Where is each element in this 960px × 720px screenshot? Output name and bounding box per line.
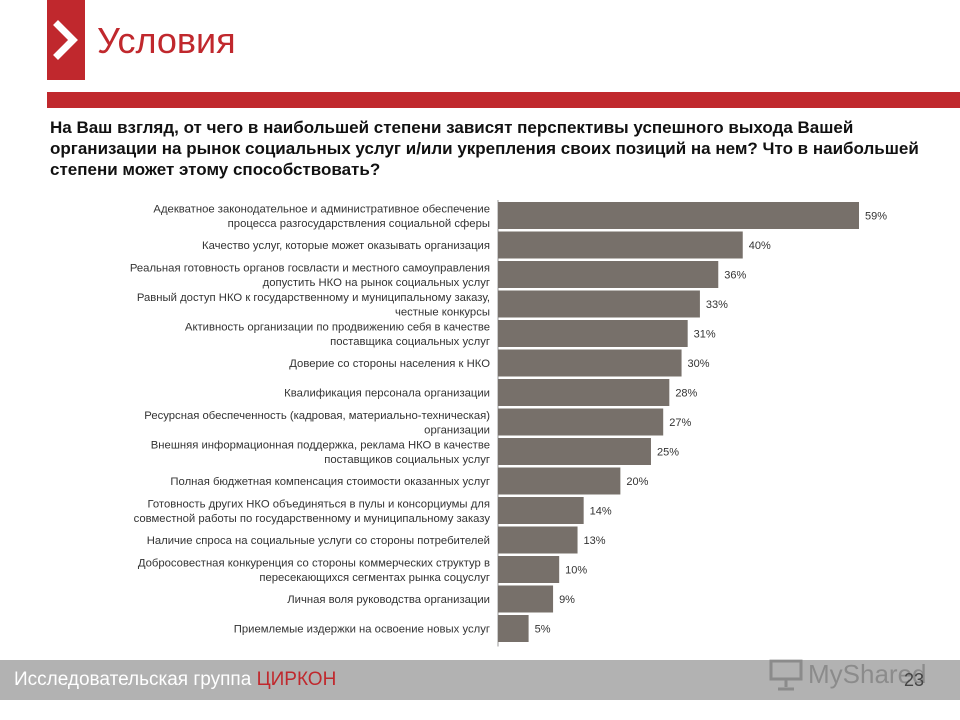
category-label: Квалификация персонала организации [284,388,490,400]
data-label: 25% [657,447,679,459]
watermark-text: MyShared [808,658,927,689]
bar [498,438,651,465]
footer-brand: ЦИРКОН [256,669,337,690]
data-label: 36% [724,270,746,282]
category-label: Добросовестная конкуренция со стороны ко… [138,557,490,584]
data-label: 14% [590,506,612,518]
footer-prefix: Исследовательская группа [14,669,257,690]
category-label-line: Доверие со стороны населения к НКО [289,358,490,370]
data-label: 31% [694,329,716,341]
data-label: 10% [565,565,587,577]
category-label-line: Квалификация персонала организации [284,388,490,400]
category-label: Качество услуг, которые может оказывать … [202,240,490,252]
bar [498,526,578,554]
logo-block [47,0,85,80]
category-label-line: поставщика социальных услуг [330,336,490,348]
category-label: Ресурсная обеспеченность (кадровая, мате… [144,410,490,437]
category-label-line: Наличие спроса на социальные услуги со с… [147,535,490,547]
bar [498,615,529,642]
category-label: Адекватное законодательное и администрат… [153,203,490,230]
bar [498,320,688,347]
category-label-line: пересекающихся сегментах рынка соцуслуг [259,572,490,584]
survey-question: На Ваш взгляд, от чего в наибольшей степ… [50,118,919,179]
category-label: Личная воля руководства организации [287,594,490,606]
bar-chart: 59% Адекватное законодательное и админист… [130,200,887,647]
data-label: 13% [584,535,606,547]
presentation-board-icon [769,659,803,691]
category-label: Реальная готовность органов госвласти и … [130,262,490,289]
bar [498,231,743,259]
category-label-line: допустить НКО на рынок социальных услуг [263,277,490,289]
data-label: 9% [559,594,575,606]
category-label: Готовность других НКО объединяться в пул… [134,498,491,525]
category-label-line: поставщиков социальных услуг [324,454,490,466]
category-label-line: Ресурсная обеспеченность (кадровая, мате… [144,410,490,422]
category-label-line: процесса разгосударствления социальной с… [228,218,490,230]
bar [498,379,670,406]
category-label-line: честные конкурсы [395,306,490,318]
category-label: Приемлемые издержки на освоение новых ус… [234,624,490,636]
category-label-line: Равный доступ НКО к государственному и м… [137,292,490,304]
category-label-line: Готовность других НКО объединяться в пул… [148,498,490,510]
bar [498,349,682,377]
data-label: 40% [749,240,771,252]
category-label: Равный доступ НКО к государственному и м… [137,292,490,319]
category-label-line: Добросовестная конкуренция со стороны ко… [138,557,490,569]
bar [498,261,719,288]
category-label: Наличие спроса на социальные услуги со с… [147,535,490,547]
category-label-line: Внешняя информационная поддержка, реклам… [151,439,490,451]
category-label: Активность организации по продвижению се… [185,321,490,348]
bar [498,467,621,495]
category-label-line: Полная бюджетная компенсация стоимости о… [170,476,490,488]
bar [498,497,584,524]
data-label: 28% [675,388,697,400]
category-label: Доверие со стороны населения к НКО [289,358,490,370]
bar [498,585,554,613]
category-label-line: совместной работы по государственному и … [134,513,491,525]
category-label-line: Реальная готовность органов госвласти и … [130,262,490,274]
category-label-line: организации [424,424,490,436]
data-label: 30% [688,358,710,370]
data-label: 20% [626,476,648,488]
category-label: Внешняя информационная поддержка, реклам… [151,439,490,466]
slide-title: Условия [97,20,236,61]
category-label-line: Личная воля руководства организации [287,594,490,606]
bar [498,408,664,436]
category-label-line: Качество услуг, которые может оказывать … [202,240,490,252]
bar [498,556,560,583]
page-number: 23 [903,670,924,690]
category-label: Полная бюджетная компенсация стоимости о… [170,476,490,488]
category-label-line: Адекватное законодательное и администрат… [153,203,490,215]
bar [498,290,700,318]
data-label: 59% [865,211,887,223]
watermark: MyShared [768,656,928,692]
data-label: 33% [706,299,728,311]
category-label-line: Приемлемые издержки на освоение новых ус… [234,624,490,636]
category-label-line: Активность организации по продвижению се… [185,321,490,333]
chevron-right-icon [53,20,78,60]
bars-layer: 59% Адекватное законодательное и админист… [130,200,887,647]
data-label: 27% [669,417,691,429]
data-label: 5% [535,624,551,636]
bar [498,202,859,229]
title-divider [47,92,960,108]
footer-caption: Исследовательская группа ЦИРКОН [14,669,336,691]
